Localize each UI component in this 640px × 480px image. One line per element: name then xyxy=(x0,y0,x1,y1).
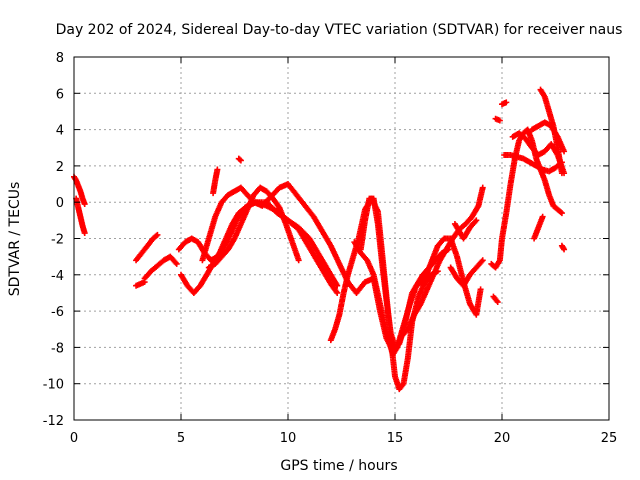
data-point xyxy=(295,257,302,264)
series-t9 xyxy=(205,184,302,271)
data-point xyxy=(237,157,244,164)
series-t14 xyxy=(357,195,484,351)
data-point xyxy=(334,289,341,296)
x-tick-label: 25 xyxy=(601,431,618,446)
data-point xyxy=(477,286,484,293)
data-point xyxy=(81,230,88,237)
data-point xyxy=(539,213,546,220)
series-t16 xyxy=(451,217,480,242)
data-point xyxy=(153,232,160,239)
series-t10 xyxy=(235,155,244,164)
series-t17 xyxy=(488,126,565,271)
y-tick-label: -2 xyxy=(51,233,64,248)
data-point xyxy=(558,170,565,177)
data-point xyxy=(479,257,486,264)
data-point xyxy=(561,246,568,253)
series-t2 xyxy=(73,195,88,237)
y-tick-label: -8 xyxy=(51,341,64,356)
data-point xyxy=(561,148,568,155)
series-t20 xyxy=(499,99,510,108)
series-t18 xyxy=(490,293,501,306)
y-tick-label: -10 xyxy=(43,378,64,393)
y-tick-label: 8 xyxy=(56,51,64,66)
data-point xyxy=(154,231,161,238)
series-t15 xyxy=(447,257,486,289)
data-point xyxy=(557,209,564,216)
x-tick-label: 15 xyxy=(387,431,404,446)
y-tick-label: 4 xyxy=(56,124,64,139)
series-t5 xyxy=(141,253,180,282)
series-t3 xyxy=(133,231,161,264)
y-tick-label: 2 xyxy=(56,160,64,175)
y-tick-label: 6 xyxy=(56,87,64,102)
series-t1 xyxy=(71,173,88,208)
y-tick-label: -12 xyxy=(43,414,64,429)
series-t24 xyxy=(537,86,565,177)
data-point xyxy=(445,246,452,253)
data-point xyxy=(503,99,510,106)
data-point xyxy=(558,210,565,217)
series-t4 xyxy=(133,279,148,289)
x-tick-label: 5 xyxy=(177,431,185,446)
series-t25 xyxy=(531,213,546,242)
data-point xyxy=(214,166,221,173)
data-point xyxy=(473,217,480,224)
data-point xyxy=(173,260,180,267)
y-tick-label: 0 xyxy=(56,196,64,211)
data-point xyxy=(496,117,503,124)
grid-lines xyxy=(74,57,609,420)
series-t19 xyxy=(492,115,503,124)
x-axis-title: GPS time / hours xyxy=(280,458,397,474)
data-point xyxy=(494,299,501,306)
series-t11 xyxy=(210,166,221,197)
y-tick-label: -4 xyxy=(51,269,64,284)
data-points xyxy=(71,86,568,393)
y-tick-label: -6 xyxy=(51,305,64,320)
data-point xyxy=(434,268,441,275)
data-point xyxy=(81,201,88,208)
x-tick-label: 0 xyxy=(70,431,78,446)
data-point xyxy=(236,156,243,163)
data-point xyxy=(479,184,486,191)
axis-ticks: 0 5 10 15 20 25 -12 -10 -8 -6 -4 -2 0 2 4 6 8 xyxy=(43,51,618,446)
x-tick-label: 10 xyxy=(280,431,297,446)
chart-title: Day 202 of 2024, Sidereal Day-to-day VTE… xyxy=(56,22,623,38)
x-tick-label: 20 xyxy=(494,431,511,446)
series-t26 xyxy=(558,242,568,253)
y-axis-title: SDTVAR / TECUs xyxy=(7,182,23,297)
